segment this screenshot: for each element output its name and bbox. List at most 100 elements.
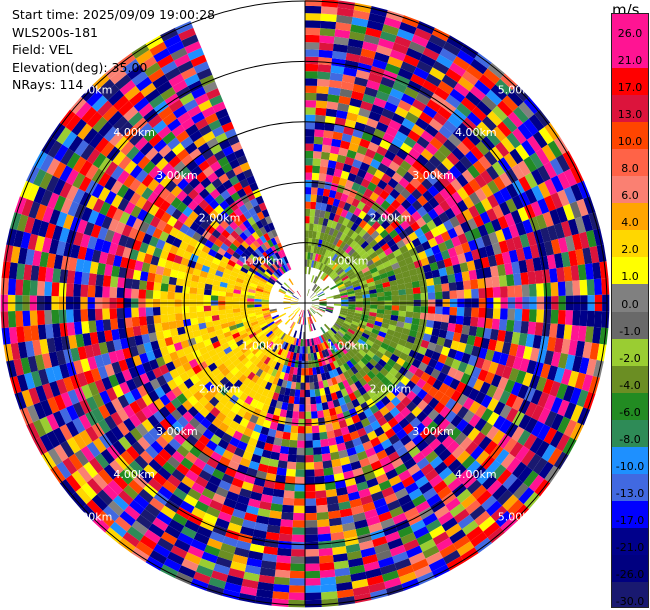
colorbar-segment bbox=[612, 176, 648, 205]
velocity-gate bbox=[102, 105, 118, 122]
velocity-gate bbox=[315, 395, 322, 404]
velocity-gate bbox=[98, 157, 113, 173]
velocity-gate bbox=[385, 126, 399, 138]
velocity-gate bbox=[167, 118, 182, 132]
velocity-gate bbox=[309, 208, 316, 217]
velocity-gate bbox=[194, 215, 205, 226]
velocity-gate bbox=[411, 384, 422, 396]
velocity-gate bbox=[147, 191, 159, 204]
velocity-gate bbox=[411, 406, 423, 418]
velocity-gate bbox=[247, 295, 255, 299]
velocity-gate bbox=[291, 534, 305, 543]
velocity-gate bbox=[420, 371, 431, 383]
velocity-gate bbox=[215, 224, 225, 234]
velocity-gate bbox=[305, 20, 321, 28]
velocity-gate bbox=[123, 484, 139, 500]
velocity-gate bbox=[420, 292, 429, 300]
velocity-gate bbox=[362, 365, 371, 375]
velocity-gate bbox=[294, 360, 299, 368]
velocity-gate bbox=[102, 484, 118, 501]
velocity-gate bbox=[233, 312, 241, 317]
velocity-gate bbox=[104, 329, 113, 342]
velocity-gate bbox=[430, 226, 441, 238]
velocity-gate bbox=[144, 88, 161, 103]
velocity-gate bbox=[215, 270, 224, 277]
velocity-gate bbox=[451, 147, 465, 161]
velocity-gate bbox=[466, 260, 476, 271]
velocity-gate bbox=[305, 179, 312, 188]
velocity-gate bbox=[356, 201, 366, 211]
velocity-gate bbox=[337, 397, 346, 406]
velocity-gate bbox=[429, 456, 443, 469]
velocity-gate bbox=[414, 227, 425, 238]
velocity-gate bbox=[592, 326, 602, 344]
velocity-gate bbox=[168, 73, 185, 87]
velocity-gate bbox=[484, 371, 496, 385]
velocity-gate bbox=[421, 240, 432, 251]
velocity-gate bbox=[308, 316, 313, 324]
velocity-gate bbox=[234, 350, 244, 359]
velocity-gate bbox=[451, 236, 462, 248]
velocity-gate bbox=[562, 385, 575, 403]
velocity-gate bbox=[167, 291, 175, 300]
velocity-gate bbox=[179, 92, 195, 106]
velocity-gate bbox=[468, 205, 480, 218]
velocity-gate bbox=[346, 313, 355, 319]
velocity-gate bbox=[320, 272, 326, 280]
velocity-gate bbox=[65, 420, 79, 438]
velocity-gate bbox=[70, 491, 87, 510]
velocity-gate bbox=[228, 211, 239, 221]
velocity-gate bbox=[232, 554, 248, 565]
velocity-gate bbox=[511, 195, 524, 210]
velocity-gate bbox=[259, 322, 268, 329]
velocity-gate bbox=[239, 526, 255, 537]
velocity-gate bbox=[236, 259, 245, 267]
velocity-gate bbox=[465, 499, 482, 515]
velocity-gate bbox=[366, 117, 379, 129]
velocity-gate bbox=[506, 132, 522, 149]
velocity-gate bbox=[305, 491, 316, 499]
velocity-gate bbox=[389, 406, 401, 418]
velocity-gate bbox=[535, 214, 548, 230]
velocity-gate bbox=[451, 445, 465, 459]
velocity-gate bbox=[512, 84, 529, 102]
velocity-gate bbox=[328, 152, 339, 162]
velocity-gate bbox=[365, 259, 374, 267]
velocity-gate bbox=[81, 482, 97, 500]
velocity-gate bbox=[254, 328, 263, 335]
velocity-gate bbox=[471, 484, 487, 500]
velocity-gate bbox=[291, 541, 305, 550]
velocity-gate bbox=[143, 62, 161, 77]
velocity-gate bbox=[385, 63, 401, 75]
velocity-gate bbox=[461, 423, 475, 437]
velocity-gate bbox=[523, 433, 538, 450]
velocity-gate bbox=[169, 368, 180, 380]
velocity-gate bbox=[338, 449, 349, 459]
velocity-gate bbox=[520, 321, 529, 334]
velocity-gate bbox=[340, 297, 349, 300]
velocity-gate bbox=[201, 245, 211, 254]
velocity-gate bbox=[157, 338, 167, 349]
velocity-gate bbox=[92, 473, 108, 490]
velocity-gate bbox=[81, 272, 90, 285]
velocity-gate bbox=[269, 334, 277, 342]
velocity-gate bbox=[305, 237, 309, 246]
velocity-gate bbox=[290, 381, 297, 390]
velocity-gate bbox=[56, 461, 72, 479]
velocity-gate bbox=[498, 352, 509, 366]
velocity-gate bbox=[493, 176, 506, 191]
velocity-gate bbox=[318, 424, 327, 433]
colorbar-tick-label: -30.0 bbox=[615, 595, 645, 608]
velocity-gate bbox=[262, 419, 272, 429]
velocity-gate bbox=[236, 540, 252, 551]
velocity-gate bbox=[455, 281, 464, 291]
velocity-gate bbox=[310, 245, 315, 253]
velocity-gate bbox=[117, 197, 130, 212]
velocity-gate bbox=[129, 131, 144, 146]
velocity-gate bbox=[360, 345, 370, 354]
velocity-gate bbox=[163, 443, 177, 456]
velocity-gate bbox=[345, 268, 354, 276]
velocity-gate bbox=[377, 432, 389, 444]
velocity-gate bbox=[365, 235, 375, 245]
velocity-gate bbox=[447, 114, 463, 129]
